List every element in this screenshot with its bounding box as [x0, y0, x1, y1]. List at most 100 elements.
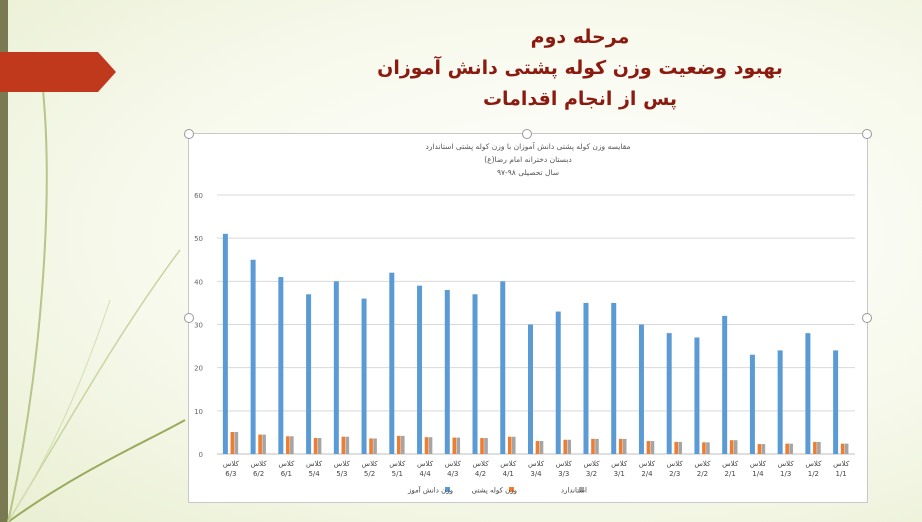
bar-2 — [729, 440, 734, 454]
x-tick-label: 2/2 — [697, 470, 708, 478]
resize-handle-middle-right[interactable] — [862, 313, 872, 323]
bar-3 — [290, 436, 294, 454]
bar-2 — [618, 438, 623, 454]
bar-2 — [230, 431, 235, 454]
bar-2 — [757, 444, 762, 454]
slide-title: مرحله دوم بهبود وضعیت وزن کوله پشتی دانش… — [300, 22, 860, 115]
x-tick-label: کلاس — [223, 460, 240, 468]
x-tick-label: 2/3 — [669, 470, 680, 478]
x-tick-label: کلاس — [611, 460, 628, 468]
bar-2 — [480, 438, 484, 454]
bar-3 — [428, 437, 433, 454]
legend-swatch — [445, 487, 450, 492]
x-tick-label: کلاس — [556, 460, 573, 468]
x-tick-label: کلاس — [500, 460, 517, 468]
x-tick-label: 3/4 — [530, 470, 542, 478]
bar-3 — [567, 439, 572, 454]
bar-1 — [666, 333, 672, 454]
legend-label: استاندارد — [561, 487, 587, 495]
bar-1 — [611, 302, 617, 454]
legend-swatch — [509, 487, 514, 492]
y-tick-label: 30 — [194, 322, 203, 330]
bar-2 — [369, 438, 373, 454]
bar-1 — [250, 259, 256, 454]
resize-handle-middle-left[interactable] — [184, 313, 194, 323]
x-tick-label: کلاس — [639, 460, 656, 468]
x-tick-label: 4/1 — [503, 470, 514, 478]
x-tick-label: 3/3 — [558, 470, 569, 478]
bar-3 — [789, 443, 793, 454]
x-tick-label: کلاس — [528, 460, 545, 468]
resize-handle-top-left[interactable] — [184, 129, 194, 139]
x-tick-label: کلاس — [694, 460, 711, 468]
bar-3 — [262, 434, 266, 454]
x-tick-label: 1/3 — [780, 470, 791, 478]
bar-3 — [401, 435, 405, 454]
chart-subtitle-2: سال تحصیلی ۹۸-۹۷ — [496, 168, 560, 177]
bar-3 — [678, 441, 682, 454]
bar-2 — [785, 443, 789, 454]
x-tick-label: 1/2 — [808, 470, 819, 478]
bar-1 — [777, 350, 783, 454]
y-tick-label: 40 — [194, 278, 203, 286]
bar-3 — [706, 442, 710, 454]
bar-2 — [258, 434, 262, 454]
x-tick-label: کلاس — [362, 460, 379, 468]
bar-2 — [674, 441, 678, 454]
x-tick-label: کلاس — [722, 460, 739, 468]
y-tick-label: 20 — [194, 365, 203, 373]
bar-1 — [278, 277, 284, 454]
x-tick-label: کلاس — [750, 460, 767, 468]
bar-1 — [333, 281, 339, 454]
bar-3 — [317, 438, 322, 454]
x-tick-label: کلاس — [306, 460, 323, 468]
bar-3 — [373, 438, 377, 454]
bar-2 — [563, 439, 568, 454]
x-tick-label: 1/4 — [752, 470, 764, 478]
x-tick-label: کلاس — [833, 460, 850, 468]
bar-chart: 0 10 20 30 40 50 60 کلاس 6/3 کلاس 6/2 کلاس 6/1 کلاس 5/… — [194, 192, 855, 495]
x-tick-label: 4/2 — [475, 470, 486, 478]
chart-frame[interactable]: مقایسه وزن کوله پشتی دانش آموزان با وزن … — [188, 133, 868, 503]
bar-2 — [452, 437, 457, 454]
red-arrow-shape — [0, 52, 116, 92]
bar-2 — [840, 443, 845, 454]
title-line-3: پس از انجام اقدامات — [482, 88, 678, 110]
legend-label: وزن کوله پشتی — [472, 487, 517, 495]
y-tick-label: 60 — [194, 192, 203, 200]
legend-label: وزن دانش آموز — [407, 486, 453, 495]
bar-2 — [535, 441, 540, 454]
bar-2 — [702, 442, 706, 454]
bar-2 — [646, 441, 651, 454]
resize-handle-top-right[interactable] — [862, 129, 872, 139]
decorative-swoosh — [7, 79, 186, 522]
x-tick-label: کلاس — [334, 460, 351, 468]
bar-3 — [234, 431, 239, 454]
bar-3 — [539, 441, 544, 454]
x-tick-label: 5/3 — [336, 470, 347, 478]
y-tick-label: 0 — [199, 451, 203, 459]
x-tick-label: کلاس — [583, 460, 600, 468]
x-tick-label: 4/4 — [419, 470, 431, 478]
chart-subtitle-1: دبستان دخترانه امام رضا(ع) — [484, 155, 572, 164]
bar-3 — [456, 437, 461, 454]
x-tick-label: کلاس — [472, 460, 489, 468]
legend-swatch — [579, 487, 584, 492]
bar-3 — [761, 444, 766, 454]
x-tick-label: کلاس — [778, 460, 795, 468]
bar-1 — [528, 324, 533, 454]
bar-3 — [817, 441, 821, 454]
x-tick-label: کلاس — [278, 460, 295, 468]
x-tick-label: 2/4 — [641, 470, 653, 478]
resize-handle-top-center[interactable] — [522, 129, 532, 139]
x-tick-label: 5/4 — [308, 470, 320, 478]
bar-1 — [638, 324, 644, 454]
title-line-1: مرحله دوم — [530, 26, 630, 48]
bar-2 — [507, 436, 512, 454]
x-tick-label: 3/1 — [614, 470, 625, 478]
x-tick-label: 2/1 — [725, 470, 736, 478]
x-tick-label: کلاس — [389, 460, 406, 468]
x-tick-label: کلاس — [805, 460, 822, 468]
bar-1 — [389, 272, 395, 454]
title-line-2: بهبود وضعیت وزن کوله پشتی دانش آموزان — [377, 57, 783, 79]
